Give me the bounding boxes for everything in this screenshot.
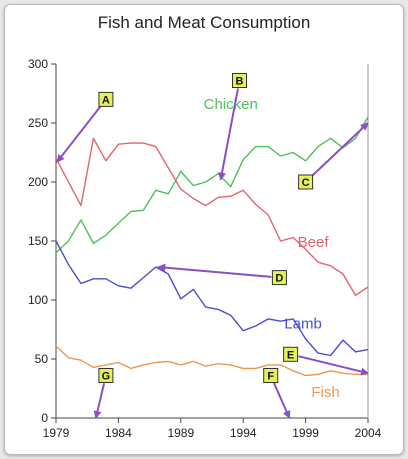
callout-arrow-g <box>93 383 106 419</box>
callout-arrow-c <box>310 122 369 178</box>
callout-arrow-b <box>218 88 239 181</box>
y-tick-label: 250 <box>28 116 48 130</box>
y-tick-label: 0 <box>41 411 48 425</box>
x-tick-label: 1984 <box>105 426 132 440</box>
x-tick-label: 1979 <box>43 426 70 440</box>
chart-title: Fish and Meat Consumption <box>98 13 311 32</box>
x-tick-label: 1989 <box>167 426 194 440</box>
callout-label-g: G <box>102 371 111 383</box>
series-label-fish: Fish <box>311 384 339 401</box>
series-group: Chicken Beef Lamb Fish <box>55 96 369 401</box>
y-tick-label: 100 <box>28 293 48 307</box>
series-line-lamb <box>55 240 369 357</box>
series-line-fish <box>55 345 368 377</box>
callout-box-c <box>298 174 314 190</box>
callout-box-g <box>98 368 114 383</box>
callout-label-d: D <box>275 273 283 285</box>
callout-arrow-f <box>272 382 291 419</box>
callout-arrow-a <box>56 105 102 163</box>
callout-box-f <box>263 368 279 383</box>
annotations-group: A B C D E F G <box>56 73 369 419</box>
callout-label-a: A <box>102 94 110 106</box>
callout-label-f: F <box>267 371 274 383</box>
x-tick-label: 2004 <box>355 426 382 440</box>
y-tick-label: 150 <box>28 234 48 248</box>
series-line-beef <box>55 137 369 296</box>
y-tick-label: 50 <box>35 352 49 366</box>
series-line-chicken <box>55 116 369 254</box>
x-tick-label: 1999 <box>292 426 319 440</box>
chart-frame <box>4 4 404 455</box>
callout-box-b <box>232 73 247 88</box>
callout-label-c: C <box>302 177 310 189</box>
callout-box-a <box>98 91 114 107</box>
x-tick-label: 1994 <box>230 426 257 440</box>
series-label-beef: Beef <box>298 234 330 251</box>
y-tick-label: 200 <box>28 175 48 189</box>
callout-label-e: E <box>287 349 294 361</box>
series-label-lamb: Lamb <box>284 315 322 332</box>
y-tick-label: 300 <box>28 57 48 71</box>
callout-label-b: B <box>236 76 244 88</box>
callout-box-e <box>283 346 299 362</box>
series-label-chicken: Chicken <box>204 96 258 113</box>
callout-arrow-e <box>298 355 369 376</box>
callout-box-d <box>271 270 287 286</box>
callout-arrow-d <box>157 263 272 278</box>
axes: 0 50 100 150 200 250 300 1979 1984 1989 1994 1999 20… <box>28 57 382 440</box>
